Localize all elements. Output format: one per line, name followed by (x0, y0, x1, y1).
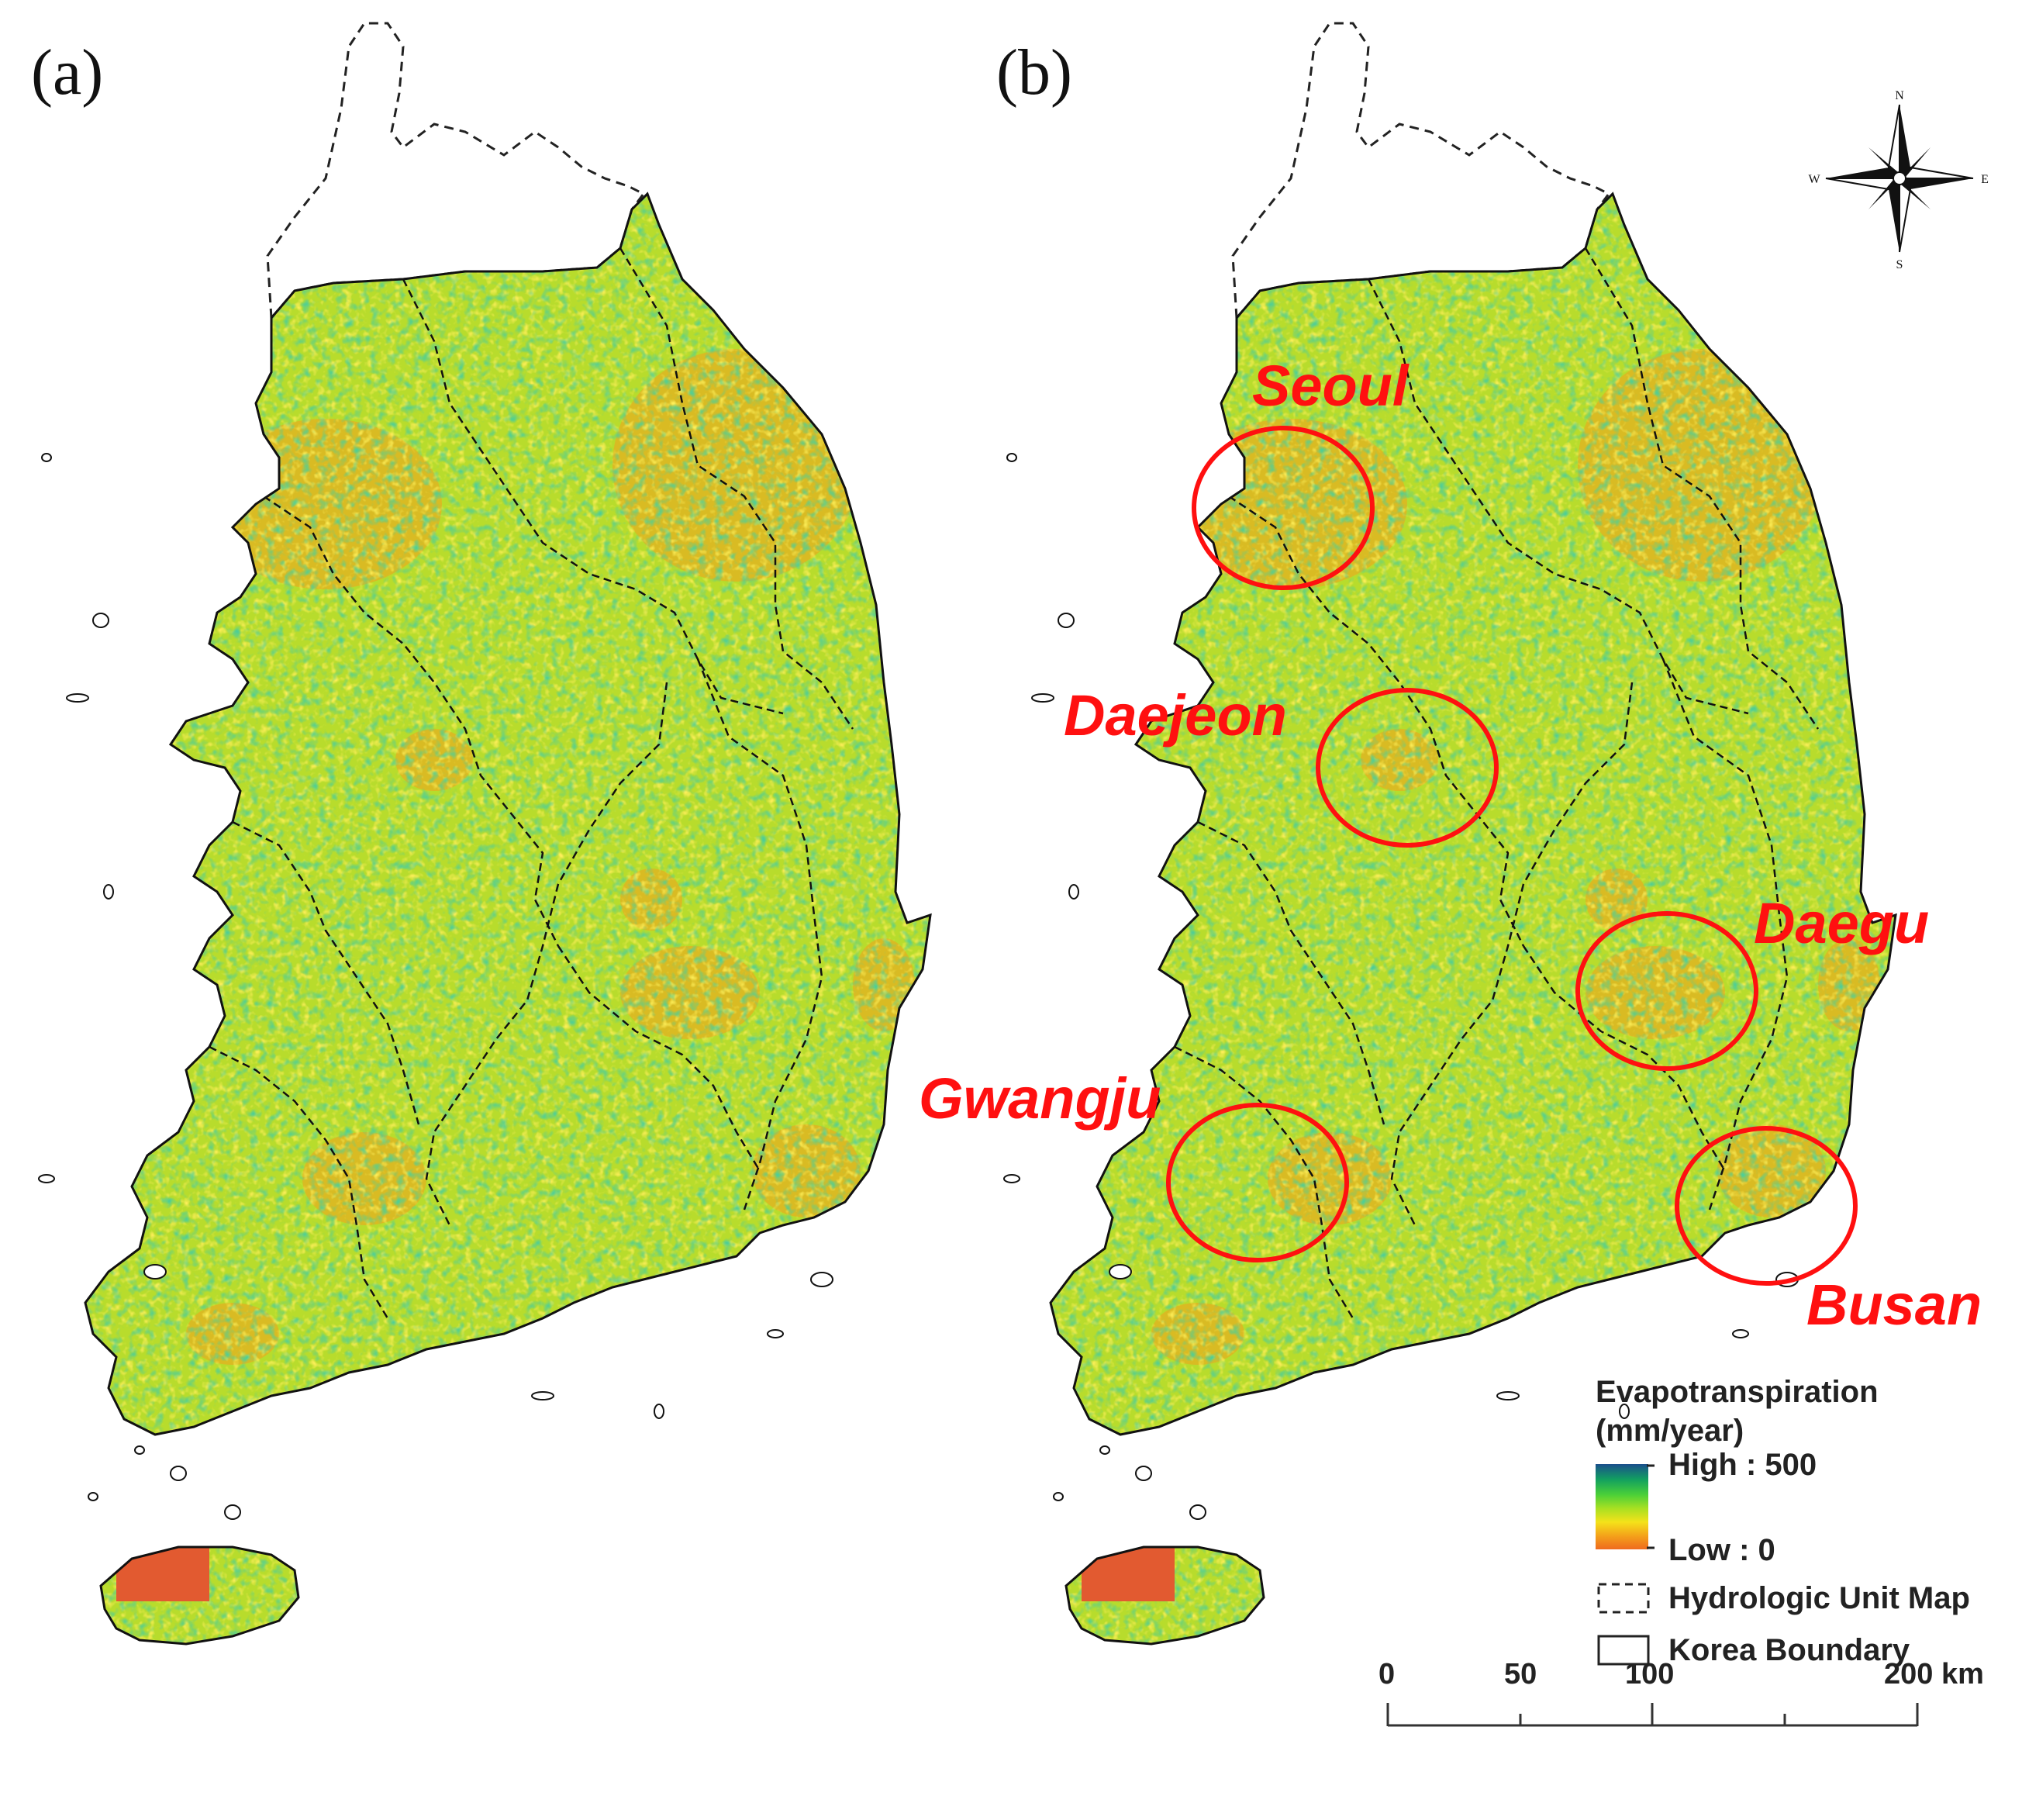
legend-title-line1: Evapotranspiration (1596, 1375, 1879, 1409)
island (92, 613, 109, 628)
daejeon-circle (1316, 688, 1499, 848)
legend-low-label: Low : 0 (1668, 1533, 1775, 1567)
island (134, 1445, 145, 1455)
legend-title-line2: (mm/year) (1596, 1414, 1744, 1448)
island (41, 453, 52, 462)
map-panel-a (38, 22, 932, 1646)
city-label-daegu: Daegu (1754, 891, 1930, 955)
scale-bar (1386, 1703, 1919, 1727)
gwangju-circle (1166, 1103, 1349, 1262)
island (170, 1466, 187, 1481)
island (1006, 453, 1017, 462)
compass-w-label: W (1808, 173, 1820, 186)
island (103, 884, 114, 900)
city-label-busan: Busan (1806, 1273, 1982, 1337)
island (1099, 1445, 1110, 1455)
scale-tick-0: 0 (1378, 1658, 1396, 1690)
compass-s-label: S (1896, 258, 1903, 271)
island (1619, 1404, 1630, 1419)
legend-boundary-label: Korea Boundary (1668, 1633, 1910, 1667)
legend-graphics (1596, 1464, 1655, 1666)
city-label-seoul: Seoul (1252, 354, 1409, 418)
island (1053, 1492, 1064, 1501)
island (1003, 1174, 1020, 1183)
island (654, 1404, 664, 1419)
busan-circle (1675, 1126, 1858, 1286)
island (1496, 1391, 1520, 1400)
panel-label-b: (b) (996, 36, 1072, 109)
seoul-circle (1192, 426, 1375, 590)
compass-rose: N S E W (1808, 89, 1988, 271)
city-label-gwangju: Gwangju (919, 1066, 1161, 1131)
island (810, 1272, 833, 1287)
north-arrow-icon (1825, 104, 1974, 253)
island (1031, 693, 1054, 703)
island (1109, 1264, 1132, 1280)
island (1732, 1329, 1749, 1338)
island (143, 1264, 167, 1280)
compass-n-label: N (1895, 89, 1904, 102)
panel-label-a: (a) (31, 36, 104, 109)
island (1058, 613, 1075, 628)
island (88, 1492, 98, 1501)
scale-tick-50: 50 (1504, 1658, 1537, 1690)
city-label-daejeon: Daejeon (1064, 683, 1287, 748)
island (224, 1504, 241, 1520)
island (531, 1391, 554, 1400)
island (38, 1174, 55, 1183)
boundary-legend-swatch (1597, 1635, 1650, 1666)
island (1068, 884, 1079, 900)
legend-color-ramp (1596, 1464, 1648, 1549)
hydrologic-legend-swatch (1597, 1583, 1650, 1614)
island (66, 693, 89, 703)
legend-hydrologic-label: Hydrologic Unit Map (1668, 1581, 1970, 1615)
legend-high-label: High : 500 (1668, 1448, 1817, 1482)
city-highlight-circles (1166, 426, 1858, 1286)
island (767, 1329, 784, 1338)
scale-tick-200: 200 km (1884, 1658, 1984, 1690)
daegu-circle (1575, 911, 1758, 1071)
compass-e-label: E (1981, 173, 1989, 186)
island (1189, 1504, 1206, 1520)
island (1135, 1466, 1152, 1481)
legend-title: Evapotranspiration (mm/year) (1596, 1373, 1879, 1450)
scale-tick-100: 100 (1625, 1658, 1675, 1690)
